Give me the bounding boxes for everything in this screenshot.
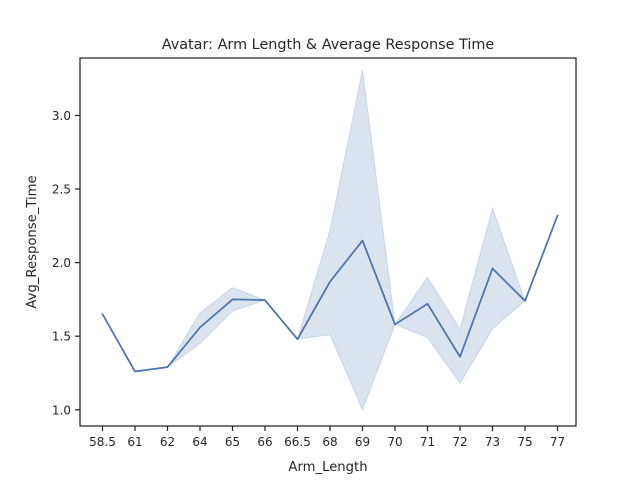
y-tick-label: 3.0	[52, 109, 71, 123]
y-tick-label: 2.5	[52, 183, 71, 197]
x-tick-label: 64	[192, 435, 207, 449]
y-axis: 1.0 1.5 2.0 2.5 3.0	[52, 109, 80, 417]
y-tick-label: 1.0	[52, 403, 71, 417]
axes-frame	[79, 57, 577, 427]
y-tick-label: 2.0	[52, 256, 71, 270]
x-tick-label: 69	[355, 435, 370, 449]
x-tick-label: 62	[160, 435, 175, 449]
x-tick-label: 72	[452, 435, 467, 449]
x-tick-label: 58.5	[89, 435, 116, 449]
confidence-band	[102, 69, 558, 412]
x-tick-label: 70	[387, 435, 402, 449]
x-tick-label: 66.5	[284, 435, 311, 449]
x-axis-label: Arm_Length	[288, 460, 367, 475]
chart-title: Avatar: Arm Length & Average Response Ti…	[162, 37, 495, 53]
series-line	[101, 214, 559, 373]
x-tick-label: 61	[127, 435, 142, 449]
x-axis: 58.5 61 62 64 65 66 66.5 68 69 70 71 72 73 75 77	[89, 426, 565, 449]
y-tick-label: 1.5	[52, 330, 71, 344]
x-tick-label: 66	[257, 435, 272, 449]
x-tick-label: 73	[485, 435, 500, 449]
x-tick-label: 71	[420, 435, 435, 449]
x-tick-label: 65	[225, 435, 240, 449]
y-axis-label: Avg_Response_Time	[25, 175, 40, 308]
x-tick-label: 75	[517, 435, 532, 449]
x-tick-label: 77	[550, 435, 565, 449]
plot-area	[101, 69, 559, 412]
x-tick-label: 68	[322, 435, 337, 449]
